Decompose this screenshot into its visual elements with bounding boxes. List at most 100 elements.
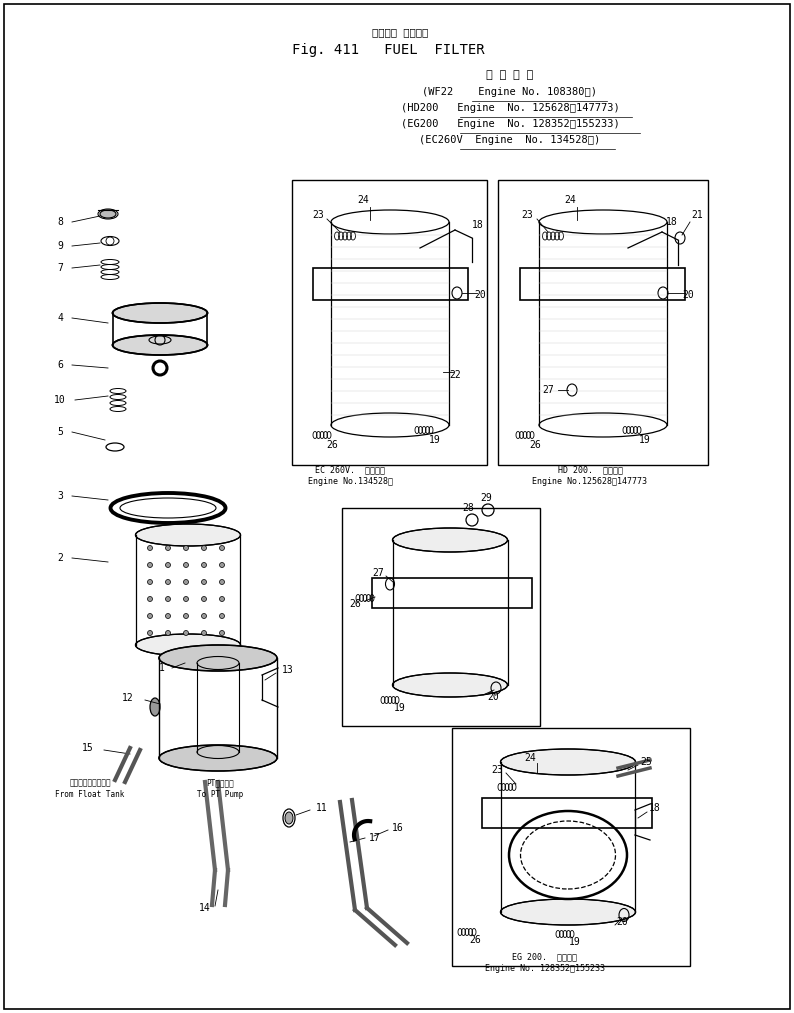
Text: 15: 15 (82, 743, 94, 753)
Ellipse shape (159, 745, 277, 771)
Text: PTポンプへ: PTポンプへ (206, 779, 234, 787)
Text: 19: 19 (569, 937, 581, 947)
Circle shape (165, 630, 171, 635)
Text: EG 200.  適用号機: EG 200. 適用号機 (512, 952, 577, 961)
Text: 適 用 号 機: 適 用 号 機 (487, 70, 534, 80)
Ellipse shape (136, 634, 241, 656)
Text: 29: 29 (480, 493, 491, 503)
Text: 18: 18 (666, 217, 678, 227)
Ellipse shape (500, 899, 635, 925)
Text: 23: 23 (491, 765, 503, 775)
Circle shape (165, 579, 171, 585)
Text: 27: 27 (542, 385, 554, 395)
Text: 19: 19 (429, 435, 441, 445)
Text: 25: 25 (640, 757, 652, 767)
Circle shape (202, 579, 206, 585)
Text: (EC260V  Engine  No. 134528～): (EC260V Engine No. 134528～) (419, 135, 600, 145)
Circle shape (202, 630, 206, 635)
Circle shape (165, 597, 171, 602)
Ellipse shape (392, 673, 507, 697)
Circle shape (148, 614, 152, 619)
Ellipse shape (392, 528, 507, 552)
Circle shape (148, 597, 152, 602)
Circle shape (183, 597, 188, 602)
Bar (292, 180, 487, 465)
Bar (372, 578, 532, 608)
Text: 20: 20 (682, 290, 694, 300)
Circle shape (183, 579, 188, 585)
Ellipse shape (285, 812, 293, 824)
Text: 24: 24 (524, 753, 536, 763)
Text: 23: 23 (521, 210, 533, 220)
Text: 26: 26 (326, 440, 338, 450)
Circle shape (219, 579, 225, 585)
Bar (313, 268, 468, 300)
Ellipse shape (150, 698, 160, 716)
Text: Fig. 411   FUEL  FILTER: Fig. 411 FUEL FILTER (291, 43, 484, 57)
Text: 5: 5 (57, 427, 63, 437)
Text: (EG200   Engine  No. 128352～155233): (EG200 Engine No. 128352～155233) (401, 119, 619, 129)
Text: 27: 27 (372, 568, 384, 578)
Text: 2: 2 (57, 553, 63, 563)
Text: From Float Tank: From Float Tank (56, 789, 125, 798)
Bar (520, 268, 685, 300)
Text: 13: 13 (282, 665, 294, 675)
Bar (482, 798, 652, 828)
Circle shape (219, 597, 225, 602)
Text: 20: 20 (474, 290, 486, 300)
Text: 24: 24 (564, 194, 576, 205)
Text: 4: 4 (57, 313, 63, 323)
Text: フロートタンクから: フロートタンクから (69, 779, 111, 787)
Circle shape (165, 545, 171, 550)
Text: 19: 19 (639, 435, 651, 445)
Circle shape (219, 630, 225, 635)
Text: 18: 18 (472, 220, 484, 230)
Text: 23: 23 (312, 210, 324, 220)
Ellipse shape (159, 645, 277, 671)
Circle shape (165, 562, 171, 567)
Text: 8: 8 (57, 217, 63, 227)
Text: Engine No. 128352～155233: Engine No. 128352～155233 (485, 963, 605, 972)
Text: 7: 7 (57, 263, 63, 272)
Text: 11: 11 (316, 803, 328, 813)
Text: Engine No.125628～147773: Engine No.125628～147773 (533, 476, 647, 485)
Bar (452, 728, 690, 966)
Circle shape (219, 614, 225, 619)
Circle shape (165, 614, 171, 619)
Text: EC 260V.  適用号機: EC 260V. 適用号機 (315, 466, 385, 474)
Text: (HD200   Engine  No. 125628～147773): (HD200 Engine No. 125628～147773) (401, 103, 619, 113)
Text: 18: 18 (649, 803, 661, 813)
Text: 26: 26 (529, 440, 541, 450)
Ellipse shape (113, 335, 207, 355)
Text: 28: 28 (462, 503, 474, 513)
Bar (342, 508, 540, 726)
Text: 19: 19 (394, 703, 406, 713)
Text: 14: 14 (199, 903, 211, 913)
Text: 6: 6 (57, 360, 63, 370)
Text: 24: 24 (357, 194, 369, 205)
Text: To PT Pump: To PT Pump (197, 789, 243, 798)
Text: 26: 26 (469, 935, 481, 945)
Circle shape (148, 545, 152, 550)
Circle shape (148, 579, 152, 585)
Circle shape (219, 562, 225, 567)
Text: (WF22    Engine No. 108380～): (WF22 Engine No. 108380～) (422, 87, 598, 97)
Circle shape (202, 562, 206, 567)
Circle shape (183, 562, 188, 567)
Text: 1: 1 (159, 663, 165, 673)
Text: 17: 17 (369, 833, 381, 843)
Ellipse shape (136, 524, 241, 546)
Text: 26: 26 (349, 599, 361, 609)
Circle shape (219, 545, 225, 550)
Text: 20: 20 (616, 917, 628, 927)
Text: 3: 3 (57, 491, 63, 501)
Circle shape (148, 630, 152, 635)
Text: 20: 20 (488, 692, 499, 702)
Text: 22: 22 (449, 370, 461, 380)
Text: 9: 9 (57, 241, 63, 251)
Circle shape (183, 630, 188, 635)
Circle shape (183, 545, 188, 550)
Text: HD 200.  適用号機: HD 200. 適用号機 (557, 466, 622, 474)
Circle shape (202, 614, 206, 619)
Text: 10: 10 (54, 395, 66, 405)
